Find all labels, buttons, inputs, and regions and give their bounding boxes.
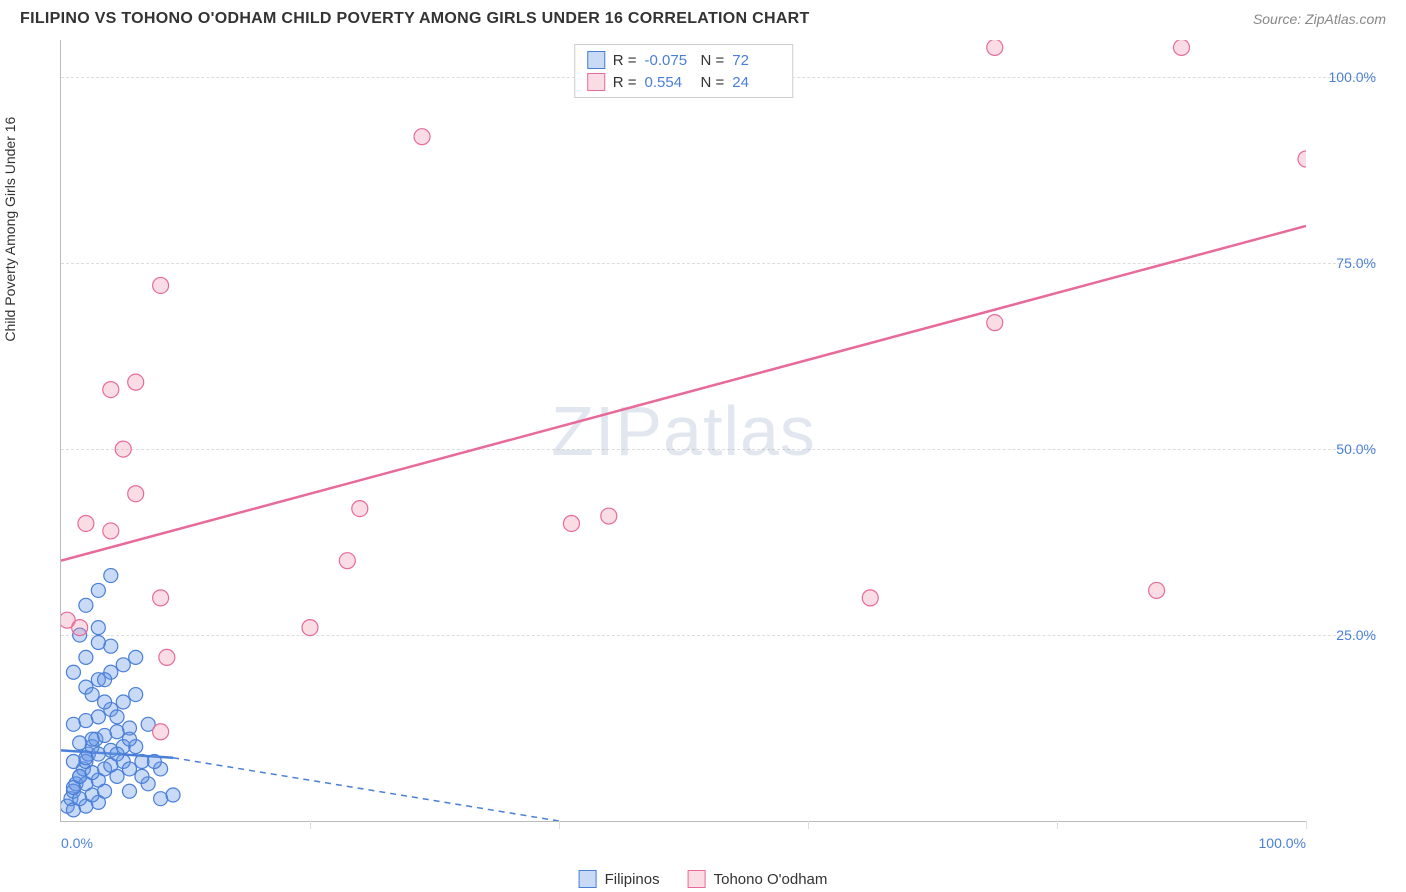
n-value: 72	[732, 52, 780, 69]
stats-legend-box: R = -0.075 N = 72 R = 0.554 N = 24	[574, 44, 794, 98]
legend-label: Tohono O'odham	[714, 871, 828, 888]
n-value: 24	[732, 74, 780, 91]
header: FILIPINO VS TOHONO O'ODHAM CHILD POVERTY…	[0, 0, 1406, 28]
y-tick-label: 25.0%	[1316, 627, 1376, 643]
x-tick-label: 0.0%	[61, 835, 93, 851]
r-value: -0.075	[645, 52, 693, 69]
y-axis-label: Child Poverty Among Girls Under 16	[2, 117, 18, 342]
n-label: N =	[701, 52, 725, 69]
y-tick-label: 50.0%	[1316, 441, 1376, 457]
stats-row: R = -0.075 N = 72	[587, 49, 781, 71]
source-attribution: Source: ZipAtlas.com	[1253, 11, 1386, 27]
chart-title: FILIPINO VS TOHONO O'ODHAM CHILD POVERTY…	[20, 10, 810, 28]
bottom-legend: Filipinos Tohono O'odham	[579, 870, 828, 888]
x-tick-label: 100.0%	[1259, 835, 1306, 851]
r-label: R =	[613, 74, 637, 91]
legend-item: Filipinos	[579, 870, 660, 888]
r-value: 0.554	[645, 74, 693, 91]
chart-container: Child Poverty Among Girls Under 16 ZIPat…	[50, 40, 1386, 852]
legend-item: Tohono O'odham	[688, 870, 828, 888]
swatch-blue	[587, 51, 605, 69]
n-label: N =	[701, 74, 725, 91]
stats-row: R = 0.554 N = 24	[587, 71, 781, 93]
swatch-pink	[587, 73, 605, 91]
swatch-blue	[579, 870, 597, 888]
plot-area: ZIPatlas R = -0.075 N = 72 R = 0.554 N =…	[60, 40, 1306, 822]
swatch-pink	[688, 870, 706, 888]
scatter-svg	[61, 40, 1306, 821]
y-tick-label: 75.0%	[1316, 255, 1376, 271]
y-tick-label: 100.0%	[1316, 69, 1376, 85]
r-label: R =	[613, 52, 637, 69]
legend-label: Filipinos	[605, 871, 660, 888]
